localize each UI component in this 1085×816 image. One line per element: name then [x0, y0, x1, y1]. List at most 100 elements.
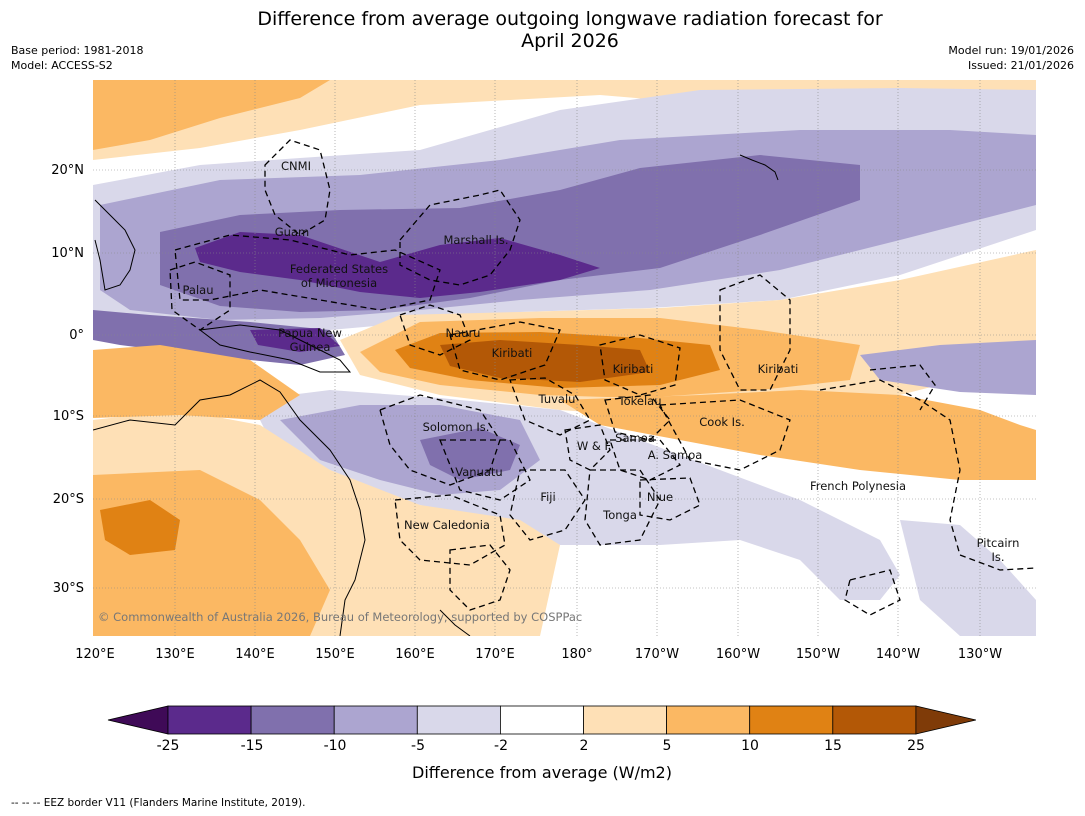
place-label-palau: Palau — [183, 283, 214, 297]
place-label-fiji: Fiji — [540, 490, 555, 504]
place-label-tonga: Tonga — [602, 508, 637, 522]
colorbar-tick-label: -25 — [157, 738, 180, 754]
png-negative-15 — [250, 328, 340, 352]
colorbar-labels: -25 -15 -10 -5 -2 2 5 10 15 25 — [157, 738, 925, 754]
place-label-pitcairn-1: Pitcairn — [977, 536, 1020, 550]
place-label-niue: Niue — [647, 490, 673, 504]
x-tick-label: 170°W — [635, 647, 679, 662]
base-period: Base period: 1981-2018 — [11, 44, 144, 57]
eez-borders — [169, 139, 1036, 616]
colorbar-extend-max — [915, 705, 976, 735]
y-tick-label: 20°N — [51, 163, 84, 178]
colorbar-tick-label: -2 — [494, 738, 508, 754]
coastlines — [93, 154, 779, 636]
east-positive-band — [560, 390, 1036, 480]
place-label-pitcairn-2: Is. — [991, 550, 1004, 564]
new-guinea-coast — [198, 324, 352, 373]
colorbar-tick-label: -10 — [324, 738, 347, 754]
x-tick-label: 130°E — [155, 647, 195, 662]
australia-positive-10 — [100, 500, 180, 555]
colorbar-swatch — [832, 705, 917, 735]
model-run: Model run: 19/01/2026 — [948, 44, 1074, 57]
colorbar-swatch — [416, 705, 501, 735]
north-negative-15 — [195, 232, 600, 298]
issued-date: Issued: 21/01/2026 — [967, 59, 1074, 72]
colorbar-tick-label: 2 — [580, 738, 589, 754]
equatorial-positive-15 — [440, 340, 650, 382]
place-label-cnmi: CNMI — [281, 159, 311, 173]
x-axis-labels: 120°E 130°E 140°E 150°E 160°E 170°E 180°… — [75, 647, 1002, 662]
y-tick-label: 0° — [69, 328, 84, 343]
place-label-tuvalu: Tuvalu — [538, 392, 576, 406]
colorbar-swatch — [666, 705, 751, 735]
colorbar-tick-label: 15 — [824, 738, 842, 754]
meta-right: Model run: 19/01/2026 Issued: 21/01/2026 — [948, 43, 1074, 73]
colorbar-tick-label: 25 — [907, 738, 925, 754]
new-zealand-coast — [439, 609, 471, 636]
x-tick-label: 150°E — [315, 647, 355, 662]
colorbar-tick-label: -15 — [241, 738, 264, 754]
y-tick-label: 20°S — [53, 492, 84, 507]
place-label-american-samoa: A. Samoa — [648, 448, 703, 462]
y-tick-label: 10°S — [53, 409, 84, 424]
colorbar-swatch — [583, 705, 667, 735]
place-label-kiribati-west: Kiribati — [492, 346, 533, 360]
colorbar-tick-label: 10 — [741, 738, 759, 754]
place-label-kiribati-east: Kiribati — [758, 362, 799, 376]
north-positive-core — [93, 80, 330, 150]
colorbar-extend-min — [107, 705, 169, 735]
hawaii-coast — [739, 154, 779, 181]
colorbar-title: Difference from average (W/m2) — [412, 763, 672, 782]
colorbar — [107, 705, 976, 735]
place-label-kiribati-central: Kiribati — [613, 362, 654, 376]
y-axis-labels: 20°N 10°N 0° 10°S 20°S 30°S — [51, 163, 84, 596]
colorbar-swatch — [499, 705, 584, 735]
place-label-wallis-futuna: W & F — [577, 439, 611, 453]
place-label-fsm-2: of Micronesia — [301, 276, 377, 290]
colorbar-tick-label: 5 — [663, 738, 672, 754]
place-label-png-2: Guinea — [290, 340, 331, 354]
place-label-french-polynesia: French Polynesia — [810, 479, 906, 493]
place-label-tokelau: Tokelau — [618, 394, 662, 408]
place-label-png-1: Papua New — [278, 326, 342, 340]
place-label-solomon: Solomon Is. — [423, 420, 490, 434]
x-tick-label: 170°E — [475, 647, 515, 662]
place-label-marshall: Marshall Is. — [443, 233, 508, 247]
model-name: Model: ACCESS-S2 — [11, 59, 113, 72]
west-positive-5 — [93, 345, 300, 420]
far-east-negative — [900, 520, 1036, 636]
gridlines — [93, 80, 1036, 636]
colorbar-swatch — [749, 705, 834, 735]
y-tick-label: 30°S — [53, 581, 84, 596]
east-negative-patch — [860, 340, 1036, 395]
meta-left: Base period: 1981-2018 Model: ACCESS-S2 — [11, 43, 143, 73]
place-label-samoa: Samoa — [615, 431, 655, 445]
colorbar-swatch — [250, 705, 335, 735]
anomaly-field — [93, 80, 1036, 636]
title-line-2: April 2026 — [521, 30, 619, 52]
place-label-guam: Guam — [275, 225, 309, 239]
place-label-fsm-1: Federated States — [290, 262, 388, 276]
place-label-vanuatu: Vanuatu — [455, 465, 502, 479]
title-line-1: Difference from average outgoing longwav… — [257, 8, 883, 30]
place-label-cook: Cook Is. — [699, 415, 744, 429]
x-tick-label: 160°W — [716, 647, 760, 662]
x-tick-label: 180° — [561, 647, 592, 662]
map-title: Difference from average outgoing longwav… — [0, 8, 1085, 52]
copyright-notice: © Commonwealth of Australia 2026, Bureau… — [98, 610, 582, 624]
png-negative — [93, 310, 345, 365]
philippines-coast — [94, 199, 136, 291]
x-tick-label: 140°E — [235, 647, 275, 662]
colorbar-swatch — [333, 705, 418, 735]
x-tick-label: 160°E — [395, 647, 435, 662]
x-tick-label: 150°W — [796, 647, 840, 662]
x-tick-label: 120°E — [75, 647, 115, 662]
eez-footnote: -- -- -- EEZ border V11 (Flanders Marine… — [11, 797, 306, 809]
place-labels: CNMI Guam Marshall Is. Federated States … — [183, 159, 1020, 564]
place-label-new-caledonia: New Caledonia — [404, 518, 490, 532]
colorbar-tick-label: -5 — [411, 738, 425, 754]
x-tick-label: 130°W — [958, 647, 1002, 662]
y-tick-label: 10°N — [51, 246, 84, 261]
colorbar-swatch — [167, 705, 252, 735]
